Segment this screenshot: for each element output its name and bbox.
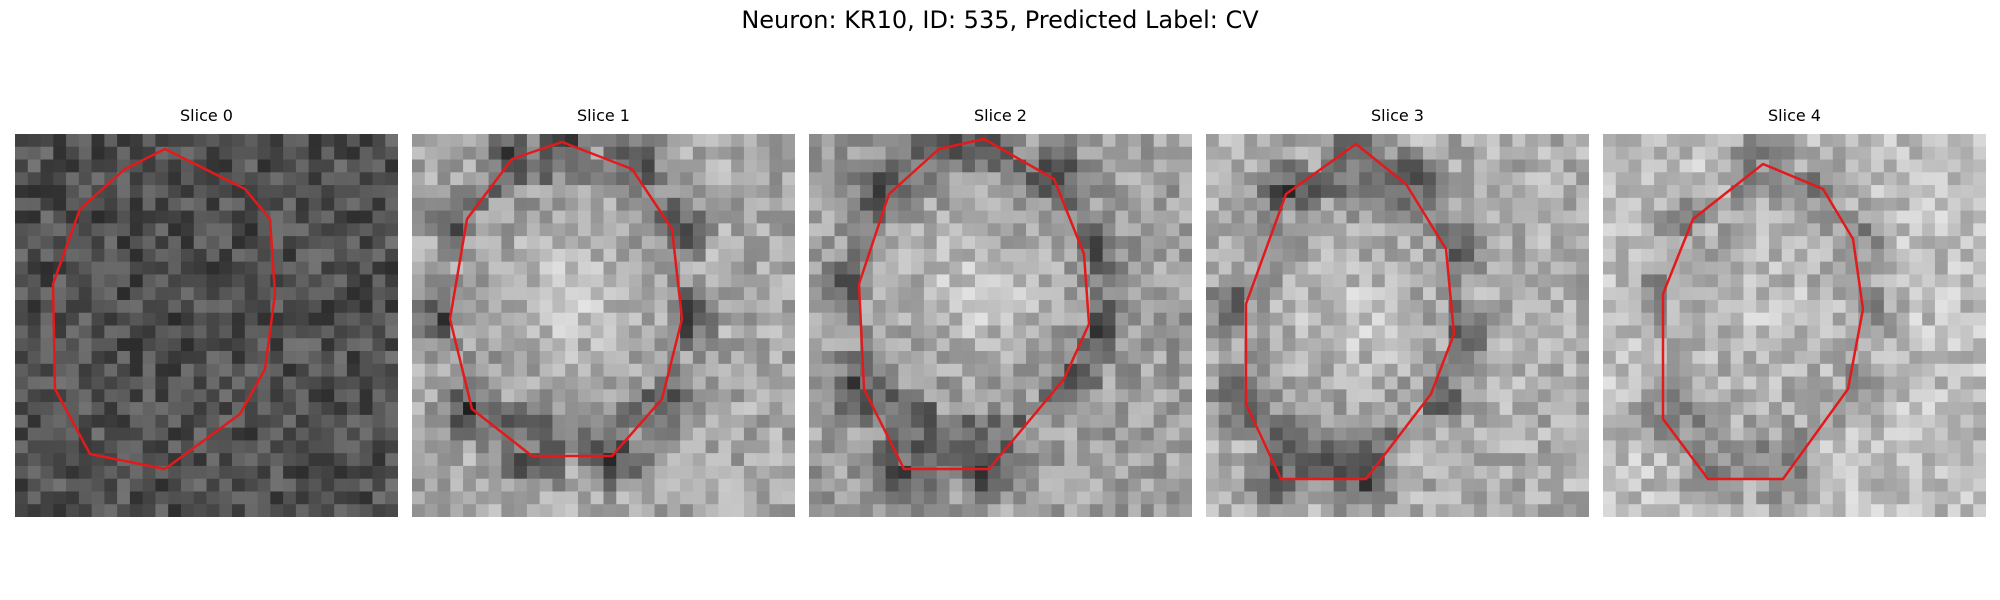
neuron-contour <box>1244 142 1456 481</box>
figure-title: Neuron: KR10, ID: 535, Predicted Label: … <box>741 6 1259 34</box>
microscopy-slice-image <box>1603 134 1986 517</box>
neuron-contour <box>51 147 277 471</box>
slice-title: Slice 0 <box>180 106 233 125</box>
microscopy-slice-image <box>412 134 795 517</box>
slice-title: Slice 1 <box>577 106 630 125</box>
slice-title: Slice 3 <box>1371 106 1424 125</box>
microscopy-slice-image <box>809 134 1192 517</box>
neuron-contour <box>448 140 684 458</box>
slice-title: Slice 2 <box>974 106 1027 125</box>
microscopy-slice-image <box>15 134 398 517</box>
slice-title: Slice 4 <box>1768 106 1821 125</box>
neuron-contour <box>857 137 1091 471</box>
microscopy-slice-image <box>1206 134 1589 517</box>
neuron-contour <box>1661 162 1865 481</box>
